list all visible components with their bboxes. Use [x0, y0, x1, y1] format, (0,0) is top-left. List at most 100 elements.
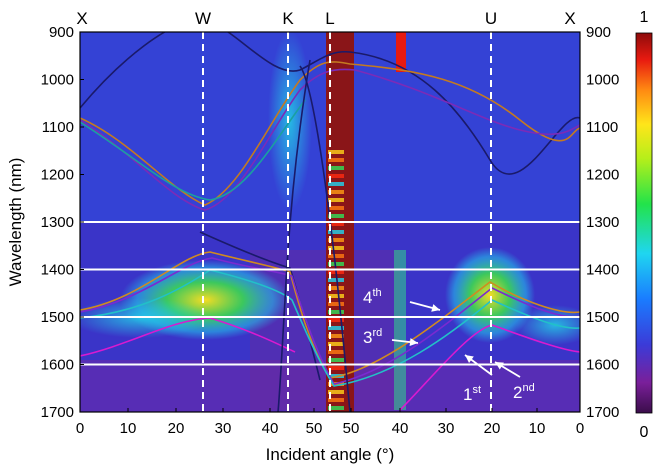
- y-tick-label: 1700: [41, 404, 74, 421]
- y-tick-label: 1100: [42, 119, 74, 136]
- mode-label: 3rd: [363, 327, 382, 347]
- strip-row: [328, 166, 344, 170]
- strip-row: [328, 158, 344, 162]
- strip-row: [328, 174, 344, 178]
- y-tick-label-right: 900: [586, 24, 611, 41]
- symmetry-label: X: [76, 9, 87, 28]
- mode-curve: [80, 32, 580, 175]
- symmetry-label: U: [485, 9, 497, 28]
- strip-row: [328, 278, 344, 282]
- y-axis-title: Wavelength (nm): [6, 158, 25, 287]
- x-tick-label: 20: [484, 420, 501, 437]
- mode-curve: [80, 99, 306, 201]
- strip-row: [328, 310, 344, 314]
- x-axis-title: Incident angle (°): [266, 445, 395, 464]
- x-tick-label: 30: [438, 420, 455, 437]
- mode-curve: [80, 251, 580, 379]
- x-tick-label: 30: [215, 420, 232, 437]
- annotation-arrowhead: [409, 338, 418, 347]
- y-tick-label-right: 1600: [586, 357, 619, 374]
- vertical-dashed-lines: [202, 32, 492, 412]
- x-tick-label: 20: [168, 420, 185, 437]
- mode-label: 2nd: [513, 382, 535, 402]
- x-tick-label: 10: [529, 420, 546, 437]
- strip-row: [328, 230, 344, 234]
- symmetry-label: K: [282, 9, 294, 28]
- y-tick-label-right: 1300: [586, 214, 619, 231]
- x-tick-label: 50: [306, 420, 323, 437]
- strip-row: [328, 318, 344, 322]
- y-tick-label-right: 1700: [586, 404, 619, 421]
- y-tick-label: 1500: [41, 309, 74, 326]
- strip-row: [328, 342, 344, 346]
- strip-row: [328, 302, 344, 306]
- strip-row: [328, 254, 344, 258]
- y-tick-label-right: 1500: [586, 309, 619, 326]
- heatmap-purple-center: [250, 250, 400, 410]
- y-tick-label: 1600: [41, 357, 74, 374]
- mode-curve: [80, 269, 580, 387]
- mode-curve: [80, 61, 580, 206]
- symmetry-label: W: [195, 9, 211, 28]
- strip-row: [328, 214, 344, 218]
- mode-curve: [80, 317, 296, 357]
- x-tick-labels: 0 10 20 30 40 50 50 40 30 20 10 0: [76, 408, 584, 437]
- mode-label: 1st: [463, 384, 481, 404]
- x-tick-label: 10: [120, 420, 137, 437]
- strip-row: [328, 390, 344, 394]
- strip-row: [328, 294, 344, 298]
- strip-row: [328, 358, 344, 362]
- mode-curve: [277, 59, 311, 412]
- strip-row: [328, 334, 344, 338]
- strip-row: [328, 198, 344, 202]
- colorbar-min-label: 0: [640, 424, 649, 441]
- annotation-arrowhead: [431, 304, 440, 312]
- y-tick-label: 1400: [41, 262, 74, 279]
- colorbar: [635, 32, 653, 414]
- y-tick-labels-left: 900 1000 1100 1200 1300 1400 1500 1600 1700: [41, 24, 84, 421]
- mode-annotations: 4th 3rd 1st 2nd: [363, 287, 535, 404]
- heatmap-strip-40: [394, 250, 406, 410]
- x-tick-label: 0: [576, 420, 584, 437]
- strip-row: [328, 398, 344, 402]
- x-tick-label: 50: [343, 420, 360, 437]
- y-tick-label-right: 1400: [586, 262, 619, 279]
- y-tick-labels-right: 900 1000 1100 1200 1300 1400 1500 1600 1700: [586, 24, 619, 421]
- y-tick-label: 1300: [41, 214, 74, 231]
- mode-label: 4th: [363, 287, 382, 307]
- strip-row: [328, 238, 344, 242]
- colorbar-max-label: 1: [640, 9, 649, 26]
- mode-curve: [80, 257, 580, 385]
- y-tick-label-right: 1100: [586, 119, 618, 136]
- strip-row: [328, 190, 344, 194]
- strip-row: [328, 350, 344, 354]
- mode-curve: [299, 65, 351, 412]
- mode-curves: [80, 32, 580, 412]
- symmetry-label: X: [564, 9, 575, 28]
- x-tick-label: 40: [262, 420, 279, 437]
- strip-row: [328, 222, 344, 226]
- y-tick-label: 1200: [41, 167, 74, 184]
- strip-row: [328, 374, 344, 378]
- strip-row: [328, 182, 344, 186]
- strip-row: [328, 286, 344, 290]
- annotation-arrowhead: [495, 362, 504, 370]
- strip-row: [328, 206, 344, 210]
- strip-row: [328, 246, 344, 250]
- y-tick-label: 1000: [41, 72, 74, 89]
- y-tick-label-right: 1000: [586, 72, 619, 89]
- strip-row: [328, 326, 344, 330]
- x-tick-label: 0: [76, 420, 84, 437]
- strip-row: [328, 366, 344, 370]
- mode-curve: [199, 231, 321, 381]
- symmetry-label: L: [325, 9, 334, 28]
- x-tick-label: 40: [392, 420, 409, 437]
- strip-row: [328, 406, 344, 410]
- y-tick-label-right: 1200: [586, 167, 619, 184]
- heatmap-hot-top: [396, 32, 406, 72]
- y-tick-label: 900: [49, 24, 74, 41]
- mode-curve: [80, 68, 580, 211]
